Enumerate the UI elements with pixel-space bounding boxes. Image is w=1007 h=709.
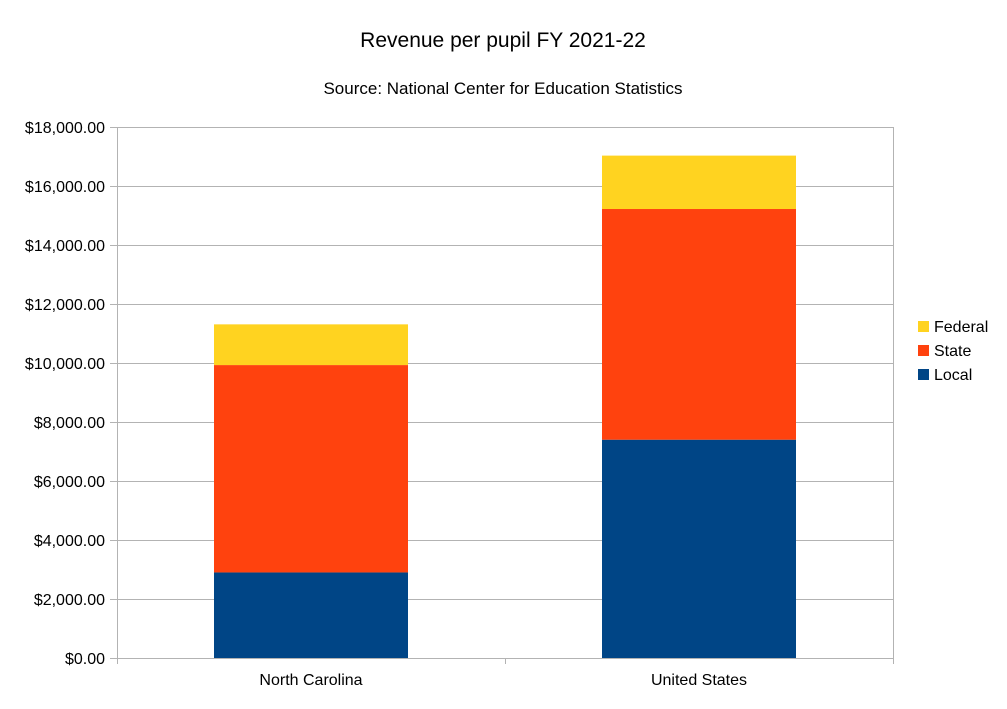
bar-federal-united-states [602, 155, 796, 210]
axes: $0.00 $2,000.00 $4,000.00 $6,000.00 $8,000.0… [25, 120, 894, 689]
legend: Federal State Local [918, 319, 988, 384]
y-tick-label: $14,000.00 [25, 238, 105, 255]
y-tick-label: $16,000.00 [25, 179, 105, 196]
y-tick-label: $2,000.00 [34, 592, 105, 609]
legend-swatch-local [918, 369, 929, 380]
bar-local-united-states [602, 439, 796, 658]
x-tick-label: United States [651, 672, 747, 689]
bar-local-north-carolina [214, 572, 408, 658]
legend-swatch-state [918, 345, 929, 356]
y-tick-label: $18,000.00 [25, 120, 105, 137]
y-tick-label: $10,000.00 [25, 356, 105, 373]
chart-title: Revenue per pupil FY 2021-22 [360, 29, 646, 52]
bar-state-north-carolina [214, 365, 408, 573]
y-tick-label: $12,000.00 [25, 297, 105, 314]
y-tick-label: $4,000.00 [34, 533, 105, 550]
bars [214, 155, 796, 658]
y-tick-label: $6,000.00 [34, 474, 105, 491]
bar-state-united-states [602, 209, 796, 440]
x-tick-label: North Carolina [259, 672, 362, 689]
chart-subtitle: Source: National Center for Education St… [323, 79, 682, 98]
y-tick-label: $0.00 [65, 651, 105, 668]
y-tick-label: $8,000.00 [34, 415, 105, 432]
legend-swatch-federal [918, 321, 929, 332]
legend-label-state: State [934, 343, 971, 360]
bar-federal-north-carolina [214, 324, 408, 366]
legend-label-federal: Federal [934, 319, 988, 336]
legend-label-local: Local [934, 367, 972, 384]
